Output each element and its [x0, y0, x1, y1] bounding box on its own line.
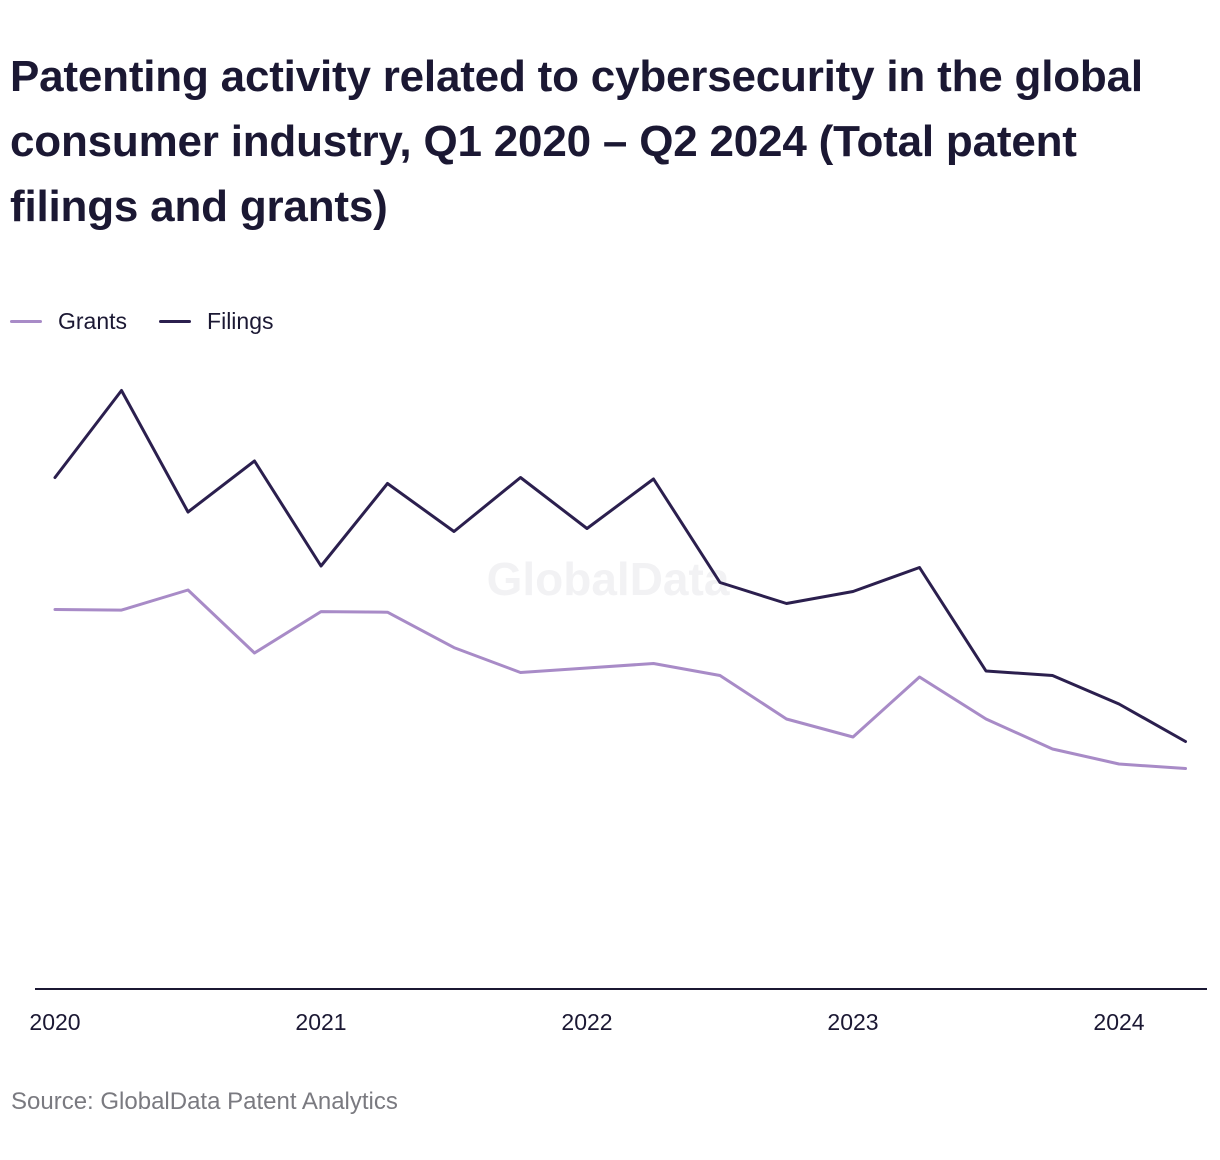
legend: Grants Filings — [10, 306, 274, 336]
series-line-filings — [53, 389, 1187, 743]
source-note: Source: GlobalData Patent Analytics — [11, 1088, 398, 1115]
legend-item-filings: Filings — [159, 307, 274, 335]
legend-label-filings: Filings — [207, 307, 274, 334]
watermark-text: GlobalData — [487, 553, 730, 605]
x-tick-label: 2022 — [561, 1009, 612, 1035]
series-line-grants — [53, 588, 1187, 770]
x-tick-label: 2023 — [827, 1009, 878, 1035]
x-tick-label: 2024 — [1093, 1009, 1144, 1035]
legend-label-grants: Grants — [58, 307, 128, 334]
chart-title: Patenting activity related to cybersecur… — [10, 52, 1143, 231]
x-tick-label: 2021 — [295, 1009, 346, 1035]
series-layer — [53, 389, 1187, 770]
legend-item-grants: Grants — [10, 308, 127, 335]
x-tick-label: 2020 — [29, 1009, 80, 1035]
legend-swatch-grants — [10, 319, 42, 323]
legend-swatch-filings — [159, 319, 192, 323]
x-tick-labels: 2020 2021 2022 2023 2024 — [29, 1009, 1144, 1035]
